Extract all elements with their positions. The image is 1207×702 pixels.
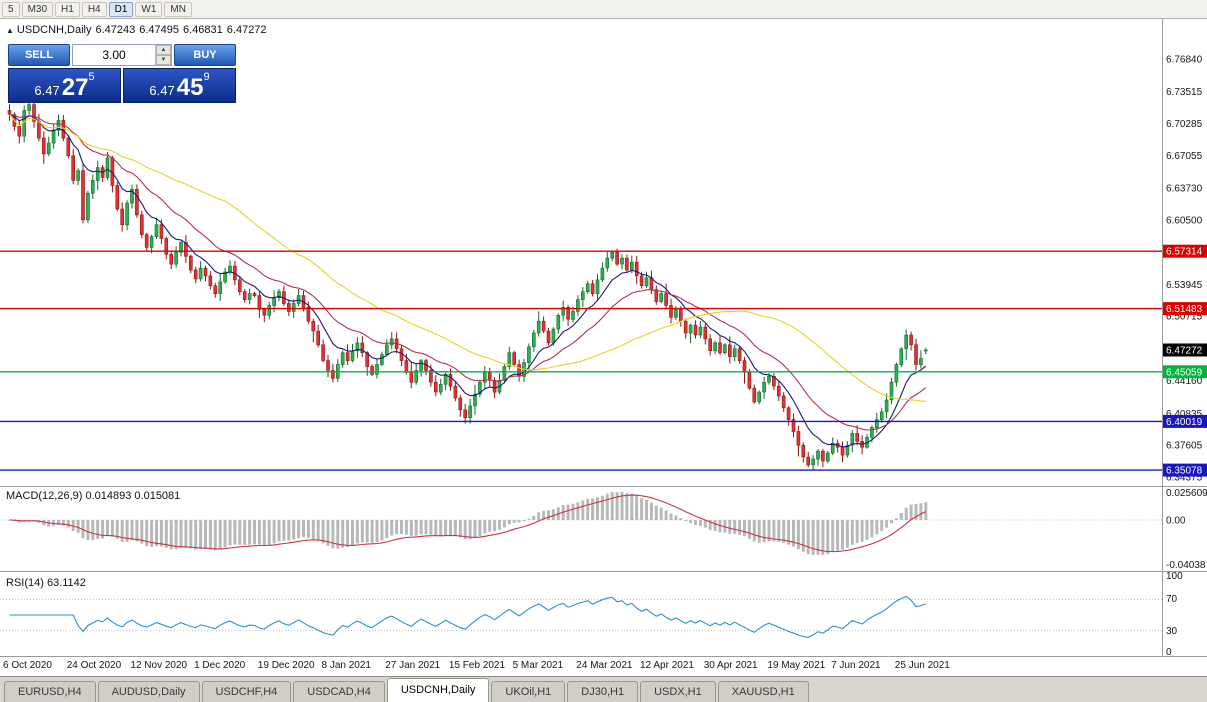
ask-main: 45 (176, 74, 204, 101)
moving-average-lines (9, 113, 927, 448)
bid-price[interactable]: 6.47 27 5 (8, 68, 121, 103)
svg-text:6.37605: 6.37605 (1166, 441, 1203, 452)
svg-text:6.70285: 6.70285 (1166, 119, 1203, 130)
svg-text:6.63730: 6.63730 (1166, 184, 1203, 195)
svg-text:19 Dec 2020: 19 Dec 2020 (258, 660, 315, 671)
svg-text:0.00: 0.00 (1166, 516, 1186, 527)
chart-ohlc-header: ▲ USDCNH,Daily 6.47243 6.47495 6.46831 6.4727… (6, 24, 271, 36)
timeframe-m30-button[interactable]: M30 (21, 1, 54, 17)
svg-text:6.67055: 6.67055 (1166, 151, 1203, 162)
volume-up-icon[interactable]: ▲ (156, 45, 171, 55)
svg-text:-0.04038: -0.04038 (1166, 560, 1206, 571)
chart-canvas[interactable]: 100 70 30 0 6.76840 6.73515 6.70285 6.67055 6.63… (0, 19, 1207, 676)
buy-button[interactable]: BUY (174, 44, 236, 66)
timeframe-h4-button[interactable]: H4 (81, 1, 107, 17)
svg-text:6.73515: 6.73515 (1166, 87, 1203, 98)
tab-usdcnh-daily[interactable]: USDCNH,Daily (386, 678, 490, 702)
svg-text:6.34375: 6.34375 (1166, 473, 1203, 484)
svg-text:27 Jan 2021: 27 Jan 2021 (385, 660, 440, 671)
tab-usdx-h1[interactable]: USDX,H1 (640, 681, 716, 702)
timeframe-m5-button[interactable]: 5 (2, 1, 20, 17)
tab-dj30-h1[interactable]: DJ30,H1 (567, 681, 639, 702)
bid-main: 27 (61, 74, 89, 101)
one-click-trading-panel: SELL 3.00 ▲ ▼ BUY 6.47 27 5 6.47 45 9 (8, 44, 236, 103)
tab-usdcad-h4[interactable]: USDCAD,H4 (293, 681, 385, 702)
pane-separators (0, 19, 1207, 657)
volume-input[interactable]: 3.00 (102, 48, 126, 62)
svg-text:0: 0 (1166, 647, 1172, 658)
tab-usdchf-h4[interactable]: USDCHF,H4 (201, 681, 292, 702)
svg-text:19 May 2021: 19 May 2021 (767, 660, 825, 671)
timeframe-toolbar: 5 M30 H1 H4 D1 W1 MN (0, 0, 1207, 19)
svg-text:6.40835: 6.40835 (1166, 409, 1203, 420)
volume-down-icon[interactable]: ▼ (156, 55, 171, 65)
svg-text:30 Apr 2021: 30 Apr 2021 (704, 660, 758, 671)
svg-text:12 Apr 2021: 12 Apr 2021 (640, 660, 694, 671)
volume-spinner: ▲ ▼ (155, 45, 171, 65)
svg-text:6.44160: 6.44160 (1166, 376, 1203, 387)
ohlc-high: 6.47495 (139, 24, 180, 36)
price-axis[interactable]: 6.76840 6.73515 6.70285 6.67055 6.63730 6.605… (1163, 55, 1207, 572)
svg-text:5 Mar 2021: 5 Mar 2021 (513, 660, 564, 671)
svg-text:24 Oct 2020: 24 Oct 2020 (67, 660, 122, 671)
bid-prefix: 6.47 (34, 83, 60, 98)
svg-text:6.35078: 6.35078 (1166, 466, 1203, 477)
svg-text:0.025609: 0.025609 (1166, 488, 1207, 499)
ask-pip: 9 (203, 71, 210, 83)
svg-text:7 Jun 2021: 7 Jun 2021 (831, 660, 881, 671)
svg-text:6.53945: 6.53945 (1166, 280, 1203, 291)
tab-ukoil-h1[interactable]: UKOil,H1 (491, 681, 566, 702)
ask-prefix: 6.47 (149, 83, 175, 98)
ohlc-low: 6.46831 (183, 24, 223, 36)
chart-background (0, 19, 1207, 676)
svg-text:6.57314: 6.57314 (1166, 247, 1203, 258)
tab-xauusd-h1[interactable]: XAUUSD,H1 (717, 681, 809, 702)
ask-price[interactable]: 6.47 45 9 (123, 68, 236, 103)
sell-button[interactable]: SELL (8, 44, 70, 66)
macd-pane (0, 492, 1162, 556)
tab-eurusd-h4[interactable]: EURUSD,H4 (4, 681, 96, 702)
svg-text:12 Nov 2020: 12 Nov 2020 (130, 660, 187, 671)
price-chart-svg[interactable]: 100 70 30 0 6.76840 6.73515 6.70285 6.67055 6.63… (0, 19, 1207, 676)
chart-tab-bar: EURUSD,H4 AUDUSD,Daily USDCHF,H4 USDCAD,… (0, 676, 1207, 702)
chart-symbol-period: USDCNH,Daily (16, 24, 92, 36)
ohlc-open: 6.47243 (95, 24, 136, 36)
svg-text:8 Jan 2021: 8 Jan 2021 (322, 660, 372, 671)
svg-text:30: 30 (1166, 626, 1178, 637)
svg-text:25 Jun 2021: 25 Jun 2021 (895, 660, 950, 671)
horizontal-level-lines[interactable] (0, 250, 1162, 471)
timeframe-w1-button[interactable]: W1 (135, 1, 163, 17)
svg-text:100: 100 (1166, 571, 1183, 582)
timeframe-h1-button[interactable]: H1 (55, 1, 80, 17)
svg-text:6.40019: 6.40019 (1166, 417, 1203, 428)
svg-text:6.76840: 6.76840 (1166, 55, 1203, 66)
rsi-pane: 100 70 30 0 (0, 571, 1183, 658)
svg-text:6.47272: 6.47272 (1166, 346, 1203, 357)
tab-audusd-daily[interactable]: AUDUSD,Daily (97, 681, 200, 702)
ohlc-close: 6.47272 (226, 24, 267, 36)
svg-text:70: 70 (1166, 594, 1178, 605)
svg-text:15 Feb 2021: 15 Feb 2021 (449, 660, 506, 671)
timeframe-mn-button[interactable]: MN (164, 1, 192, 17)
macd-indicator-label: MACD(12,26,9) 0.014893 0.015081 (6, 490, 181, 502)
svg-text:6.51483: 6.51483 (1166, 304, 1203, 315)
rsi-indicator-label: RSI(14) 63.1142 (6, 577, 86, 589)
chart-marker-icon: ▲ (6, 26, 14, 35)
svg-text:6.45059: 6.45059 (1166, 367, 1203, 378)
svg-text:6 Oct 2020: 6 Oct 2020 (3, 660, 52, 671)
svg-text:6.60500: 6.60500 (1166, 215, 1203, 226)
bid-pip: 5 (88, 71, 95, 83)
svg-text:1 Dec 2020: 1 Dec 2020 (194, 660, 246, 671)
svg-text:24 Mar 2021: 24 Mar 2021 (576, 660, 633, 671)
svg-text:6.50715: 6.50715 (1166, 312, 1203, 323)
volume-control: 3.00 ▲ ▼ (72, 44, 172, 66)
timeframe-d1-button[interactable]: D1 (108, 1, 134, 17)
date-axis[interactable]: 6 Oct 2020 24 Oct 2020 12 Nov 2020 1 Dec 20… (3, 660, 950, 671)
